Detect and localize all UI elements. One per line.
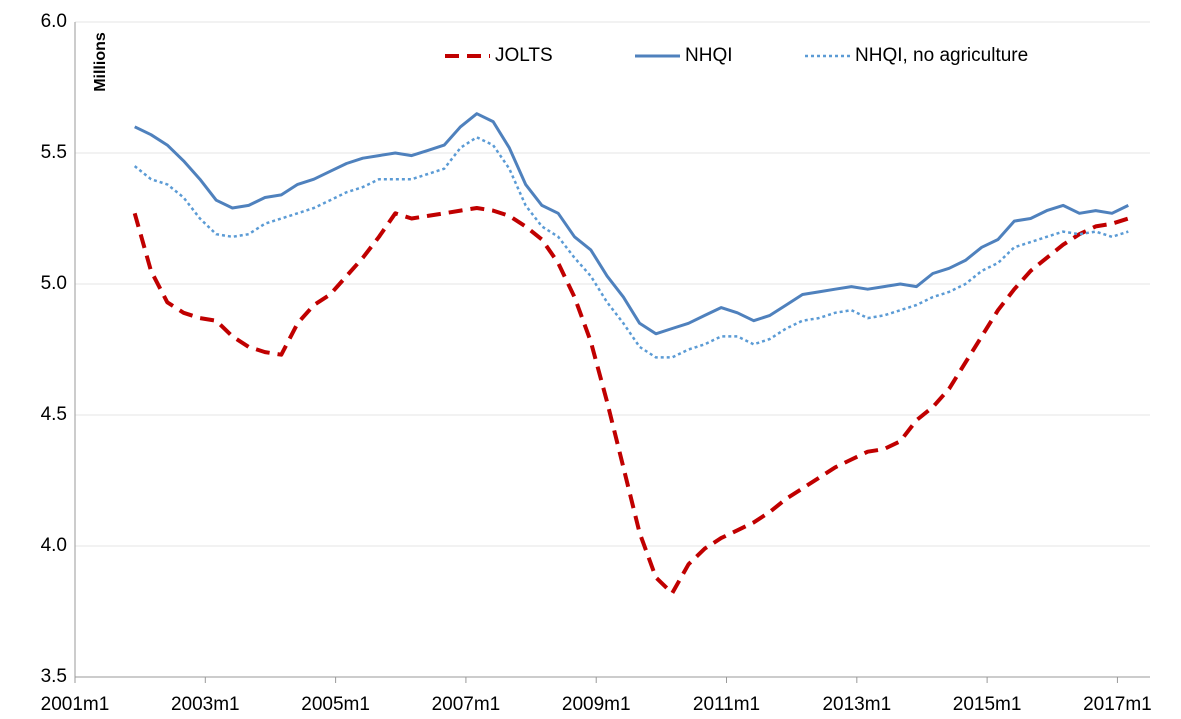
y-axis-label: Millions [92, 32, 109, 92]
legend-label: NHQI, no agriculture [855, 45, 1028, 66]
x-tick-label: 2005m1 [301, 694, 370, 715]
x-tick-label: 2001m1 [41, 694, 110, 715]
x-tick-label: 2017m1 [1083, 694, 1152, 715]
x-tick-label: 2015m1 [953, 694, 1022, 715]
legend-label: NHQI [685, 45, 733, 66]
x-tick-label: 2011m1 [693, 694, 760, 715]
y-tick-label: 5.5 [41, 142, 67, 163]
x-tick-label: 2003m1 [171, 694, 240, 715]
series-line [132, 206, 1129, 596]
y-tick-label: 4.0 [41, 535, 67, 556]
x-tick-label: 2007m1 [432, 694, 501, 715]
x-tick-label: 2013m1 [822, 694, 891, 715]
y-tick-label: 3.5 [41, 666, 67, 687]
x-tick-label: 2009m1 [562, 694, 631, 715]
y-tick-label: 4.5 [41, 404, 67, 425]
legend-label: JOLTS [495, 45, 553, 66]
y-tick-label: 5.0 [41, 273, 67, 294]
series-line [134, 112, 1129, 336]
y-tick-label: 6.0 [41, 11, 67, 32]
